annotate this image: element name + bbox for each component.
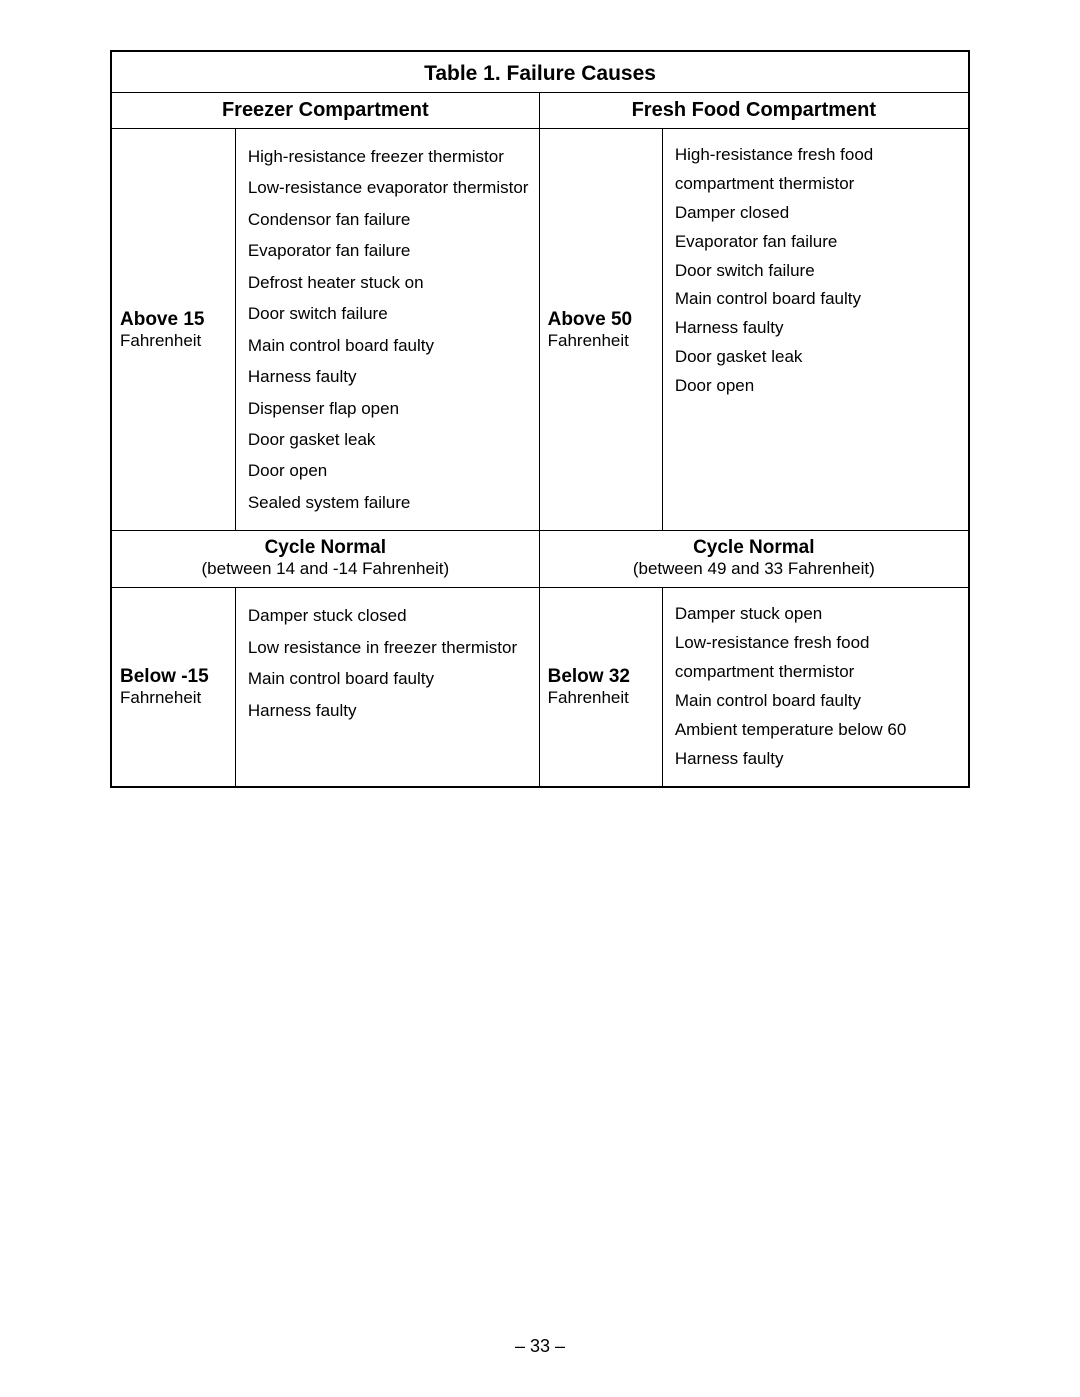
freezer-below-unit: Fahrneheit	[120, 688, 227, 708]
cause-item: Damper stuck closed	[248, 600, 529, 631]
fresh-above-temp: Above 50 Fahrenheit	[539, 129, 662, 531]
column-header-freezer: Freezer Compartment	[111, 93, 539, 129]
fresh-below-unit: Fahrenheit	[548, 688, 654, 708]
cause-item: Dispenser flap open	[248, 393, 529, 424]
failure-causes-table: Table 1. Failure Causes Freezer Compartm…	[110, 50, 970, 788]
cause-item: High-resistance fresh food compartment t…	[675, 141, 958, 199]
cause-item: Door gasket leak	[248, 424, 529, 455]
cause-item: Low-resistance evaporator thermistor	[248, 172, 529, 203]
page-number: – 33 –	[0, 1336, 1080, 1357]
fresh-cycle: Cycle Normal (between 49 and 33 Fahrenhe…	[539, 531, 969, 588]
cause-item: Damper stuck open	[675, 600, 958, 629]
table-title: Table 1. Failure Causes	[111, 51, 969, 93]
fresh-above-unit: Fahrenheit	[548, 331, 654, 351]
cause-item: Door gasket leak	[675, 343, 958, 372]
cause-item: Door switch failure	[675, 257, 958, 286]
cause-item: Low-resistance fresh food compartment th…	[675, 629, 958, 687]
cause-item: Evaporator fan failure	[248, 235, 529, 266]
fresh-below-temp: Below 32 Fahrenheit	[539, 588, 662, 787]
column-header-fresh: Fresh Food Compartment	[539, 93, 969, 129]
fresh-cycle-sub: (between 49 and 33 Fahrenheit)	[540, 559, 968, 579]
fresh-below-causes: Damper stuck openLow-resistance fresh fo…	[662, 588, 969, 787]
fresh-cycle-title: Cycle Normal	[540, 537, 968, 559]
cause-item: Main control board faulty	[248, 330, 529, 361]
freezer-below-label: Below -15	[120, 666, 227, 688]
freezer-above-temp: Above 15 Fahrenheit	[111, 129, 235, 531]
cause-item: Main control board faulty	[675, 285, 958, 314]
cause-item: Door open	[675, 372, 958, 401]
freezer-above-causes: High-resistance freezer thermistorLow-re…	[235, 129, 539, 531]
cause-item: Sealed system failure	[248, 487, 529, 518]
cause-item: Low resistance in freezer thermistor	[248, 632, 529, 663]
cause-item: Harness faulty	[675, 314, 958, 343]
cause-item: Main control board faulty	[248, 663, 529, 694]
cause-item: Main control board faulty	[675, 687, 958, 716]
cause-item: Door switch failure	[248, 298, 529, 329]
cause-item: Ambient temperature below 60	[675, 716, 958, 745]
freezer-below-causes: Damper stuck closedLow resistance in fre…	[235, 588, 539, 787]
cause-item: Condensor fan failure	[248, 204, 529, 235]
cause-item: High-resistance freezer thermistor	[248, 141, 529, 172]
freezer-below-temp: Below -15 Fahrneheit	[111, 588, 235, 787]
freezer-above-unit: Fahrenheit	[120, 331, 227, 351]
freezer-cycle-sub: (between 14 and -14 Fahrenheit)	[112, 559, 539, 579]
fresh-below-label: Below 32	[548, 666, 654, 688]
cause-item: Door open	[248, 455, 529, 486]
cause-item: Harness faulty	[248, 695, 529, 726]
cause-item: Damper closed	[675, 199, 958, 228]
fresh-above-label: Above 50	[548, 309, 654, 331]
cause-item: Harness faulty	[675, 745, 958, 774]
freezer-cycle: Cycle Normal (between 14 and -14 Fahrenh…	[111, 531, 539, 588]
cause-item: Harness faulty	[248, 361, 529, 392]
cause-item: Evaporator fan failure	[675, 228, 958, 257]
freezer-above-label: Above 15	[120, 309, 227, 331]
freezer-cycle-title: Cycle Normal	[112, 537, 539, 559]
fresh-above-causes: High-resistance fresh food compartment t…	[662, 129, 969, 531]
cause-item: Defrost heater stuck on	[248, 267, 529, 298]
